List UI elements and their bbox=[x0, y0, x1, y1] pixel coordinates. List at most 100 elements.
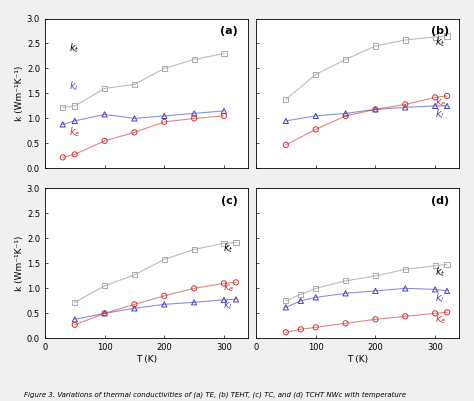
Y-axis label: k (Wm⁻¹K⁻¹): k (Wm⁻¹K⁻¹) bbox=[15, 236, 24, 291]
Point bbox=[312, 285, 319, 292]
Text: (b): (b) bbox=[431, 26, 449, 36]
Point bbox=[101, 138, 109, 144]
Point bbox=[232, 279, 240, 286]
Point bbox=[342, 277, 349, 284]
Point bbox=[101, 283, 109, 289]
Point bbox=[342, 110, 349, 117]
Point bbox=[443, 103, 451, 109]
Point bbox=[431, 34, 439, 40]
X-axis label: T (K): T (K) bbox=[347, 355, 368, 364]
Point bbox=[220, 50, 228, 57]
Point bbox=[431, 263, 439, 269]
Point bbox=[282, 329, 290, 336]
Point bbox=[101, 310, 109, 316]
Text: $k_t$: $k_t$ bbox=[224, 241, 234, 255]
Point bbox=[59, 154, 66, 160]
Point bbox=[401, 285, 409, 292]
Point bbox=[443, 309, 451, 316]
Point bbox=[401, 313, 409, 320]
Point bbox=[71, 117, 79, 124]
Text: $k_l$: $k_l$ bbox=[224, 298, 233, 312]
Point bbox=[401, 101, 409, 107]
Point bbox=[161, 65, 168, 72]
Point bbox=[431, 310, 439, 316]
Point bbox=[431, 94, 439, 101]
Point bbox=[59, 121, 66, 128]
Point bbox=[131, 305, 138, 312]
Point bbox=[443, 93, 451, 99]
Point bbox=[191, 285, 198, 292]
Point bbox=[431, 103, 439, 109]
Point bbox=[372, 316, 379, 322]
Point bbox=[71, 299, 79, 306]
Point bbox=[443, 33, 451, 39]
Point bbox=[161, 256, 168, 263]
Point bbox=[282, 142, 290, 148]
Text: $k_e$: $k_e$ bbox=[435, 95, 446, 109]
Point bbox=[232, 239, 240, 245]
Point bbox=[191, 115, 198, 122]
Point bbox=[372, 106, 379, 113]
Point bbox=[71, 103, 79, 109]
Point bbox=[297, 291, 305, 298]
Point bbox=[232, 296, 240, 302]
Point bbox=[191, 299, 198, 306]
Point bbox=[297, 298, 305, 304]
Point bbox=[312, 294, 319, 301]
Point bbox=[131, 81, 138, 88]
Text: (c): (c) bbox=[221, 196, 237, 206]
Point bbox=[372, 106, 379, 113]
Point bbox=[342, 56, 349, 63]
Point bbox=[401, 37, 409, 43]
Y-axis label: k (Wm⁻¹K⁻¹): k (Wm⁻¹K⁻¹) bbox=[15, 66, 24, 121]
Point bbox=[101, 85, 109, 92]
Point bbox=[312, 113, 319, 119]
Point bbox=[220, 297, 228, 303]
Point bbox=[131, 271, 138, 278]
Text: Figure 3. Variations of thermal conductivities of (a) TE, (b) TEHT, (c) TC, and : Figure 3. Variations of thermal conducti… bbox=[24, 392, 406, 399]
Text: $k_t$: $k_t$ bbox=[435, 265, 445, 279]
Point bbox=[282, 298, 290, 304]
Text: $k_l$: $k_l$ bbox=[435, 107, 444, 121]
Point bbox=[191, 110, 198, 117]
Point bbox=[282, 117, 290, 124]
Point bbox=[71, 322, 79, 328]
Point bbox=[101, 111, 109, 117]
Point bbox=[131, 129, 138, 136]
Point bbox=[282, 96, 290, 103]
Point bbox=[372, 43, 379, 49]
Point bbox=[220, 240, 228, 247]
Point bbox=[59, 104, 66, 111]
Point bbox=[191, 246, 198, 253]
Point bbox=[342, 290, 349, 297]
Point bbox=[312, 324, 319, 330]
Text: $k_e$: $k_e$ bbox=[435, 312, 446, 326]
Point bbox=[131, 115, 138, 122]
Point bbox=[401, 266, 409, 273]
Point bbox=[220, 280, 228, 287]
Point bbox=[71, 316, 79, 322]
Point bbox=[161, 113, 168, 119]
Text: (d): (d) bbox=[431, 196, 449, 206]
Text: $k_t$: $k_t$ bbox=[435, 36, 445, 49]
Point bbox=[161, 301, 168, 308]
Text: $k_e$: $k_e$ bbox=[69, 126, 81, 139]
Point bbox=[161, 119, 168, 125]
Point bbox=[71, 151, 79, 158]
Point bbox=[372, 273, 379, 279]
Point bbox=[372, 288, 379, 294]
Point bbox=[297, 326, 305, 332]
Point bbox=[191, 56, 198, 63]
Text: (a): (a) bbox=[220, 26, 237, 36]
Point bbox=[220, 113, 228, 119]
Point bbox=[312, 126, 319, 133]
Text: $k_e$: $k_e$ bbox=[224, 280, 235, 294]
Point bbox=[342, 320, 349, 326]
Point bbox=[220, 108, 228, 114]
Point bbox=[342, 113, 349, 119]
Point bbox=[101, 310, 109, 316]
Point bbox=[401, 104, 409, 111]
X-axis label: T (K): T (K) bbox=[136, 355, 157, 364]
Point bbox=[443, 261, 451, 267]
Point bbox=[431, 286, 439, 293]
